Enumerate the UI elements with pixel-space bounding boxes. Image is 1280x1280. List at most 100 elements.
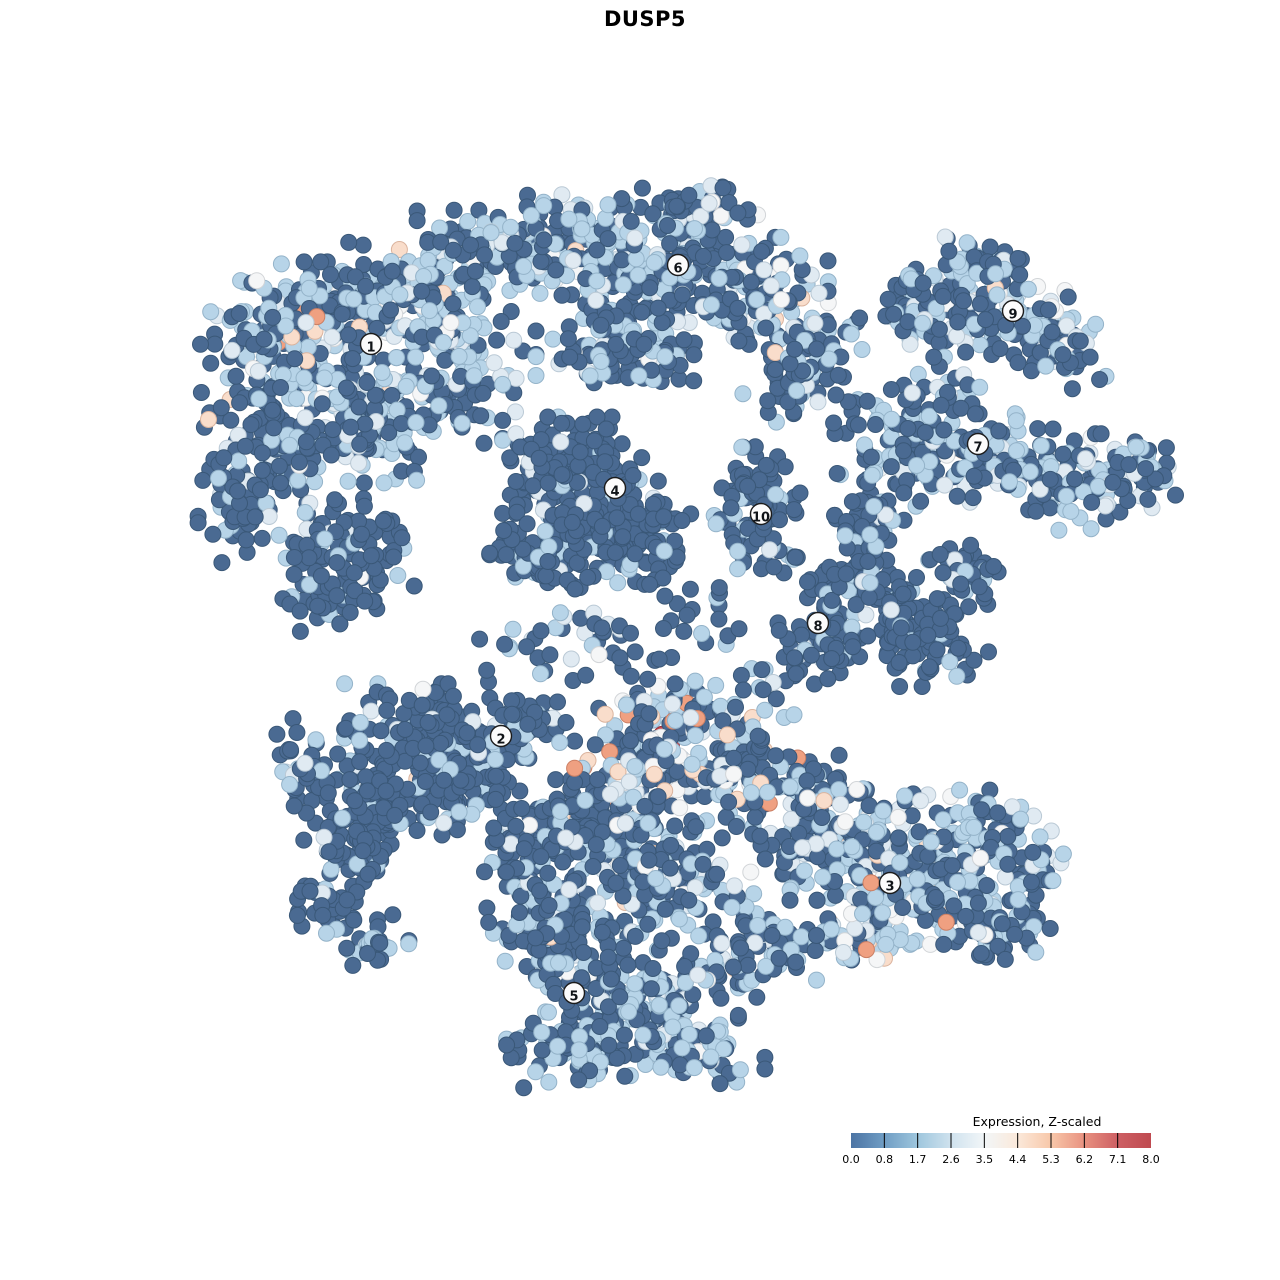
cell-point — [253, 444, 271, 462]
cell-point — [707, 676, 725, 694]
cell-point — [616, 1067, 634, 1085]
cell-point — [980, 643, 997, 661]
cell-point — [614, 276, 632, 294]
cell-point — [808, 927, 825, 944]
cell-point — [867, 889, 885, 906]
cell-point — [450, 803, 468, 821]
cell-point — [819, 252, 837, 270]
cell-point — [708, 865, 726, 883]
cell-point — [843, 493, 861, 511]
cell-point — [596, 705, 614, 723]
cell-point — [772, 257, 790, 275]
cell-point — [1063, 380, 1081, 398]
cell-point — [206, 335, 224, 353]
cell-point — [474, 384, 492, 402]
cell-point — [385, 548, 403, 566]
cell-point — [488, 331, 506, 349]
cell-point — [324, 421, 342, 439]
cell-point — [920, 407, 938, 425]
cell-point — [952, 399, 970, 417]
cell-point — [436, 351, 454, 369]
cell-point — [405, 577, 423, 595]
cell-point — [993, 915, 1011, 933]
cell-point — [848, 781, 866, 798]
cell-point — [1082, 520, 1100, 538]
cell-point — [868, 823, 885, 841]
cell-point — [551, 604, 569, 622]
cell-point — [539, 864, 557, 882]
cell-point — [1029, 420, 1047, 438]
cell-point — [416, 773, 434, 790]
cell-point — [955, 292, 972, 310]
cell-point — [694, 247, 712, 265]
cell-point — [910, 823, 928, 841]
cell-point — [851, 309, 869, 327]
cell-point — [1027, 502, 1045, 520]
cell-point — [485, 819, 503, 837]
cell-point — [355, 497, 373, 515]
cell-point — [991, 340, 1009, 358]
cell-point — [949, 313, 967, 331]
cell-point — [1009, 354, 1027, 372]
cell-point — [573, 220, 591, 238]
cell-point — [791, 247, 809, 265]
cell-point — [579, 568, 597, 586]
cell-point — [711, 1075, 729, 1093]
cell-point — [237, 531, 255, 549]
cell-point — [779, 393, 797, 411]
cell-point — [730, 620, 748, 638]
cell-point — [894, 899, 912, 916]
cell-point — [981, 238, 999, 256]
cell-point — [999, 828, 1017, 845]
cell-point — [478, 661, 496, 679]
cell-point — [1003, 798, 1021, 816]
cell-point — [494, 504, 512, 522]
cell-point — [1039, 301, 1057, 319]
cell-point — [415, 268, 433, 285]
cell-point — [742, 273, 760, 291]
cell-point — [492, 313, 510, 330]
cell-point — [1058, 317, 1076, 335]
cell-point — [707, 515, 725, 533]
cell-point — [799, 573, 816, 591]
cell-point — [668, 595, 686, 613]
cell-point — [384, 906, 402, 924]
cell-point — [830, 781, 848, 799]
cell-point — [1157, 439, 1175, 457]
cell-point — [723, 898, 741, 916]
cell-point — [576, 791, 594, 809]
cell-point — [767, 747, 785, 765]
cell-point — [527, 367, 545, 384]
cell-point — [414, 680, 432, 698]
cell-point — [729, 1006, 747, 1024]
cell-point — [615, 939, 632, 957]
cell-point — [597, 420, 615, 438]
cell-point — [227, 367, 245, 385]
cell-point — [787, 665, 805, 683]
cell-point — [733, 438, 751, 456]
cell-point — [532, 622, 550, 640]
cell-point — [373, 364, 391, 381]
cell-point — [568, 554, 586, 572]
cell-point — [957, 343, 975, 361]
cell-point — [670, 910, 688, 928]
cell-point — [757, 319, 775, 337]
cell-point — [295, 253, 313, 271]
cell-point — [729, 204, 747, 222]
cell-point — [494, 411, 512, 429]
cell-point — [322, 266, 339, 284]
cell-point — [836, 813, 854, 831]
cell-point — [326, 491, 344, 509]
cell-point — [666, 675, 684, 693]
cell-point — [533, 1041, 551, 1059]
cell-point — [686, 727, 704, 745]
cell-point — [331, 615, 349, 633]
cell-point — [1031, 480, 1049, 498]
cell-point — [505, 331, 523, 349]
cell-point — [767, 690, 785, 708]
cell-point — [593, 923, 611, 941]
cell-point — [874, 904, 891, 922]
cell-point — [891, 678, 909, 695]
cell-point — [874, 802, 892, 820]
cell-point — [553, 414, 571, 432]
